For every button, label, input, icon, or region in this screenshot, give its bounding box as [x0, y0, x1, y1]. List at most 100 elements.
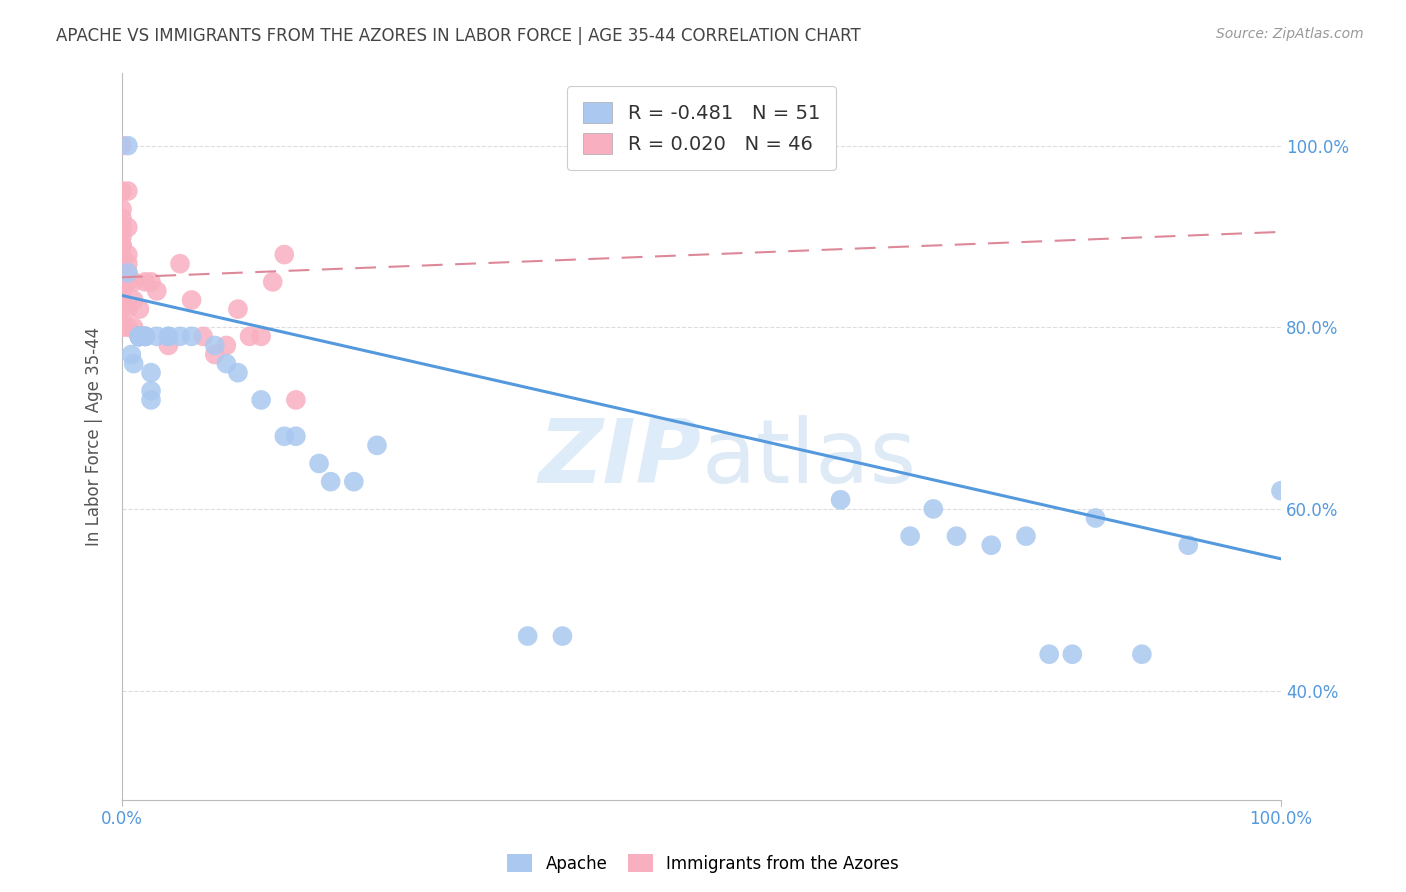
Point — [117, 257, 139, 271]
Point — [128, 329, 150, 343]
Point — [1084, 511, 1107, 525]
Point — [128, 302, 150, 317]
Point — [215, 338, 238, 352]
Point — [111, 293, 134, 307]
Point — [128, 329, 150, 343]
Point — [128, 329, 150, 343]
Point — [111, 302, 134, 317]
Point — [226, 366, 249, 380]
Point — [157, 329, 180, 343]
Text: ZIP: ZIP — [538, 415, 702, 501]
Point — [117, 302, 139, 317]
Point — [516, 629, 538, 643]
Point — [111, 211, 134, 226]
Point — [273, 429, 295, 443]
Text: Source: ZipAtlas.com: Source: ZipAtlas.com — [1216, 27, 1364, 41]
Point — [215, 357, 238, 371]
Point — [204, 338, 226, 352]
Point — [146, 329, 169, 343]
Point — [128, 329, 150, 343]
Point — [117, 247, 139, 261]
Point — [117, 184, 139, 198]
Point — [284, 429, 307, 443]
Point — [128, 329, 150, 343]
Point — [945, 529, 967, 543]
Point — [898, 529, 921, 543]
Point — [111, 275, 134, 289]
Point — [139, 392, 162, 407]
Point — [128, 329, 150, 343]
Point — [238, 329, 260, 343]
Point — [308, 457, 330, 471]
Text: APACHE VS IMMIGRANTS FROM THE AZORES IN LABOR FORCE | AGE 35-44 CORRELATION CHAR: APACHE VS IMMIGRANTS FROM THE AZORES IN … — [56, 27, 860, 45]
Point — [169, 329, 191, 343]
Point — [134, 329, 156, 343]
Point — [111, 138, 134, 153]
Point — [111, 257, 134, 271]
Point — [157, 338, 180, 352]
Point — [120, 347, 142, 361]
Point — [139, 366, 162, 380]
Point — [128, 329, 150, 343]
Point — [111, 238, 134, 252]
Point — [128, 329, 150, 343]
Point — [180, 293, 202, 307]
Point — [111, 220, 134, 235]
Point — [922, 502, 945, 516]
Point — [111, 266, 134, 280]
Point — [204, 347, 226, 361]
Point — [193, 329, 215, 343]
Point — [262, 275, 284, 289]
Point — [366, 438, 388, 452]
Point — [319, 475, 342, 489]
Point — [117, 275, 139, 289]
Point — [128, 329, 150, 343]
Point — [117, 266, 139, 280]
Y-axis label: In Labor Force | Age 35-44: In Labor Force | Age 35-44 — [86, 326, 103, 546]
Point — [111, 238, 134, 252]
Point — [128, 329, 150, 343]
Point — [980, 538, 1002, 552]
Point — [1038, 647, 1060, 661]
Point — [1130, 647, 1153, 661]
Point — [117, 266, 139, 280]
Point — [1015, 529, 1038, 543]
Point — [250, 329, 273, 343]
Point — [343, 475, 366, 489]
Point — [128, 329, 150, 343]
Point — [117, 138, 139, 153]
Point — [134, 329, 156, 343]
Point — [250, 392, 273, 407]
Point — [117, 220, 139, 235]
Point — [139, 275, 162, 289]
Point — [111, 229, 134, 244]
Point — [273, 247, 295, 261]
Point — [122, 320, 145, 334]
Point — [122, 293, 145, 307]
Point — [284, 392, 307, 407]
Point — [111, 247, 134, 261]
Point — [139, 384, 162, 398]
Legend: Apache, Immigrants from the Azores: Apache, Immigrants from the Azores — [501, 847, 905, 880]
Point — [134, 275, 156, 289]
Point — [830, 492, 852, 507]
Point — [180, 329, 202, 343]
Point — [111, 202, 134, 217]
Point — [1062, 647, 1084, 661]
Point — [122, 275, 145, 289]
Point — [169, 257, 191, 271]
Point — [111, 284, 134, 298]
Point — [128, 329, 150, 343]
Point — [111, 257, 134, 271]
Point — [111, 320, 134, 334]
Point — [111, 184, 134, 198]
Point — [117, 320, 139, 334]
Point — [1270, 483, 1292, 498]
Point — [146, 284, 169, 298]
Text: atlas: atlas — [702, 415, 917, 501]
Point — [226, 302, 249, 317]
Point — [122, 357, 145, 371]
Point — [157, 329, 180, 343]
Point — [1177, 538, 1199, 552]
Point — [128, 329, 150, 343]
